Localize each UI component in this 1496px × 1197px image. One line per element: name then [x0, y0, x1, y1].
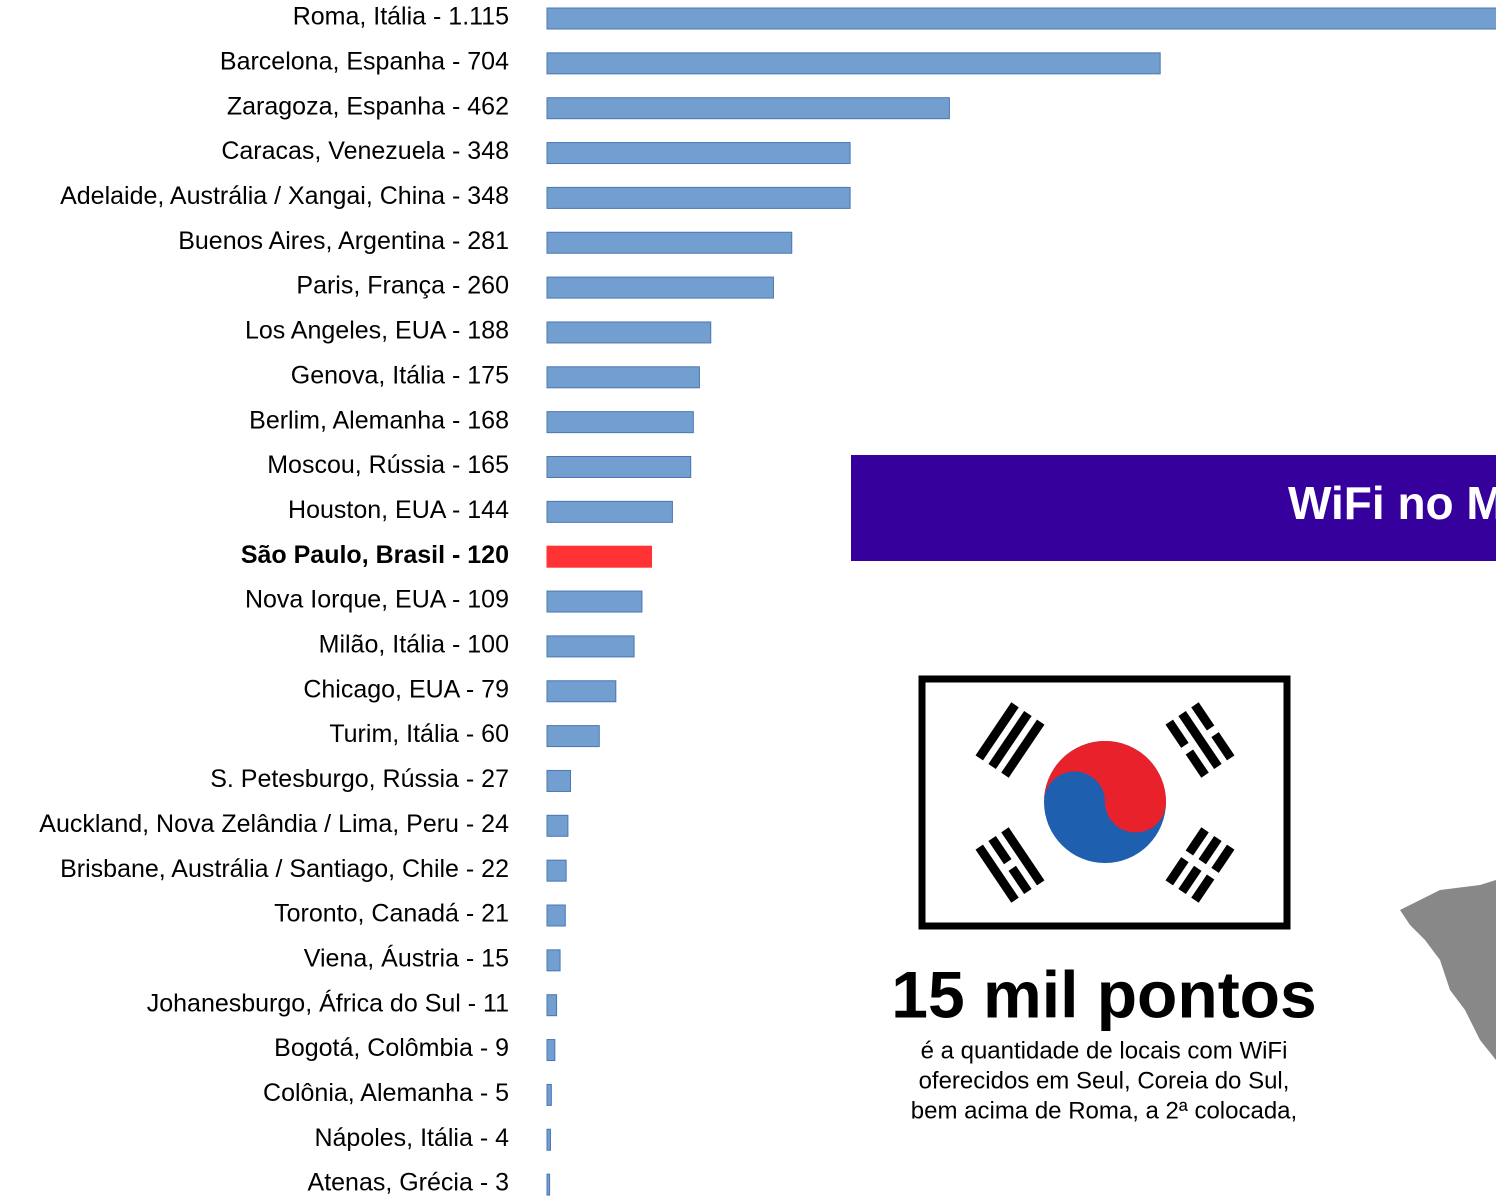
bar-label: Berlim, Alemanha - 168 — [249, 406, 509, 434]
bar — [546, 994, 558, 1017]
bar — [546, 366, 700, 389]
bar-label: Bogotá, Colômbia - 9 — [274, 1034, 509, 1062]
map — [1400, 880, 1496, 1060]
bar — [546, 52, 1161, 75]
bar — [546, 1039, 556, 1062]
bar-label: S. Petesburgo, Rússia - 27 — [210, 765, 509, 793]
bar — [546, 904, 566, 927]
description-line: oferecidos em Seul, Coreia do Sul, — [919, 1067, 1290, 1094]
bar-label: Nápoles, Itália - 4 — [314, 1124, 509, 1152]
flag — [918, 675, 1291, 930]
description-line: bem acima de Roma, a 2ª colocada, — [911, 1097, 1297, 1124]
bar — [546, 769, 572, 792]
bar-label: Viena, Áustria - 15 — [304, 943, 509, 972]
bar — [546, 1173, 551, 1196]
bar — [546, 186, 851, 209]
bar — [546, 814, 569, 837]
bar — [546, 142, 851, 165]
bar-label: Atenas, Grécia - 3 — [308, 1169, 509, 1197]
bar — [546, 97, 950, 120]
bar-label: Nova Iorque, EUA - 109 — [245, 586, 509, 614]
bar-label: Los Angeles, EUA - 188 — [245, 317, 509, 345]
bar — [546, 7, 1496, 30]
bar-label: Barcelona, Espanha - 704 — [220, 47, 509, 75]
headline: 15 mil pontos — [891, 957, 1316, 1031]
bar-label: Milão, Itália - 100 — [319, 631, 509, 659]
bar — [546, 411, 694, 434]
bar — [546, 456, 692, 478]
bar-label: Colônia, Alemanha - 5 — [263, 1079, 509, 1107]
bar-label: Toronto, Canadá - 21 — [274, 900, 509, 928]
bar-label: Caracas, Venezuela - 348 — [221, 137, 509, 165]
bar-label: Adelaide, Austrália / Xangai, China - 34… — [60, 182, 509, 210]
bar — [546, 1128, 551, 1151]
bar-label: Turim, Itália - 60 — [329, 720, 509, 748]
bar — [546, 321, 712, 344]
bar-label: Moscou, Rússia - 165 — [267, 451, 509, 479]
bar-label: Roma, Itália - 1.115 — [293, 3, 509, 31]
bar-label: Buenos Aires, Argentina - 281 — [178, 227, 509, 255]
bar-label: Chicago, EUA - 79 — [303, 675, 509, 703]
bar — [546, 590, 643, 613]
bar — [546, 231, 793, 254]
bar — [546, 1083, 552, 1106]
bar — [546, 859, 567, 882]
bar — [546, 949, 561, 972]
banner — [851, 455, 1496, 561]
bar-label: São Paulo, Brasil - 120 — [241, 541, 509, 569]
bar — [546, 276, 774, 299]
bar-label: Genova, Itália - 175 — [291, 361, 509, 389]
bar-label: Paris, França - 260 — [296, 272, 509, 300]
bar-label: Zaragoza, Espanha - 462 — [227, 92, 509, 120]
bar — [546, 635, 635, 658]
description-line: é a quantidade de locais com WiFi — [921, 1037, 1288, 1064]
bar-label: Johanesburgo, África do Sul - 11 — [147, 988, 509, 1017]
banner-text: WiFi no M — [1288, 477, 1496, 529]
bar — [546, 545, 653, 568]
bar — [546, 725, 600, 748]
bar-label: Brisbane, Austrália / Santiago, Chile - … — [60, 855, 509, 883]
bar — [546, 500, 673, 523]
bar — [546, 680, 617, 703]
bar-label: Houston, EUA - 144 — [288, 496, 509, 524]
bar-label: Auckland, Nova Zelândia / Lima, Peru - 2… — [39, 810, 509, 838]
